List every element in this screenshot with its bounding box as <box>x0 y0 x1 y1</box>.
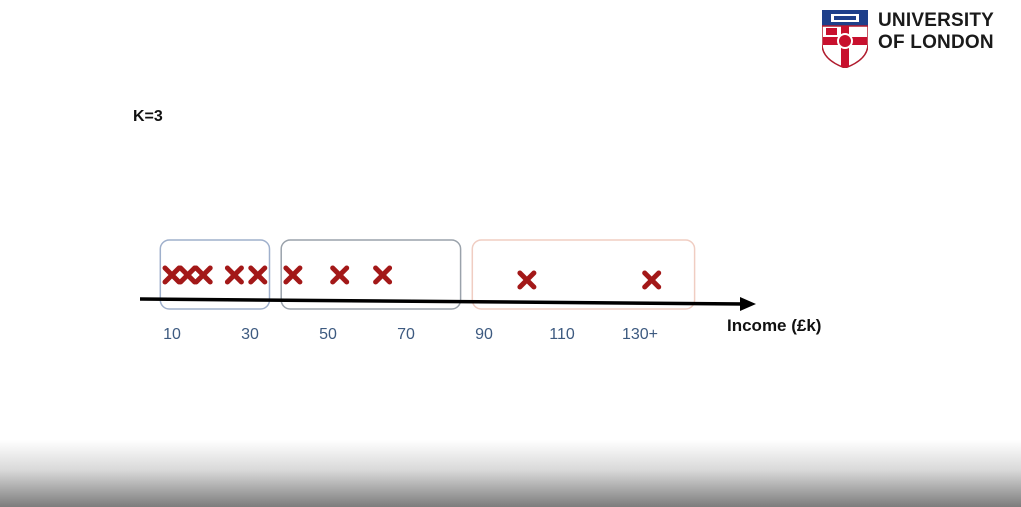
tick-label: 110 <box>549 326 575 343</box>
data-point-x-marker <box>283 265 303 285</box>
university-logo: UNIVERSITY OF LONDON <box>822 10 1012 70</box>
data-point-x-marker <box>248 265 268 285</box>
tick-label: 90 <box>475 326 493 343</box>
cluster-box-1 <box>159 239 271 310</box>
data-point-x-marker <box>178 265 198 285</box>
data-point-x-marker <box>162 265 182 285</box>
data-points <box>162 265 662 290</box>
data-point-x-marker <box>224 265 244 285</box>
university-of-london-crest-icon <box>822 10 868 68</box>
data-point-x-marker <box>642 270 662 290</box>
tick-label: 50 <box>319 326 337 343</box>
cluster-box-2 <box>280 239 462 310</box>
data-point-x-marker <box>517 270 537 290</box>
data-point-x-marker <box>373 265 393 285</box>
data-point-x-marker <box>193 265 213 285</box>
tick-label: 70 <box>397 326 415 343</box>
tick-label: 130+ <box>622 326 658 343</box>
logo-line-1: UNIVERSITY <box>878 10 995 31</box>
income-axis-line <box>139 297 746 306</box>
tick-labels: 10 30 50 70 90 110 130+ <box>163 326 658 343</box>
axis-arrowhead <box>740 297 756 311</box>
cluster-boxes <box>159 239 696 310</box>
cluster-box-3 <box>471 239 696 310</box>
x-axis-label: Income (£k) <box>727 316 821 335</box>
tick-label: 10 <box>163 326 181 343</box>
tick-label: 30 <box>241 326 259 343</box>
k-value-label: K=3 <box>133 108 163 125</box>
logo-wordmark: UNIVERSITY OF LONDON <box>878 10 994 54</box>
logo-line-2: OF LONDON <box>878 32 994 53</box>
data-point-x-marker <box>330 265 350 285</box>
bottom-shadow <box>0 440 1021 507</box>
